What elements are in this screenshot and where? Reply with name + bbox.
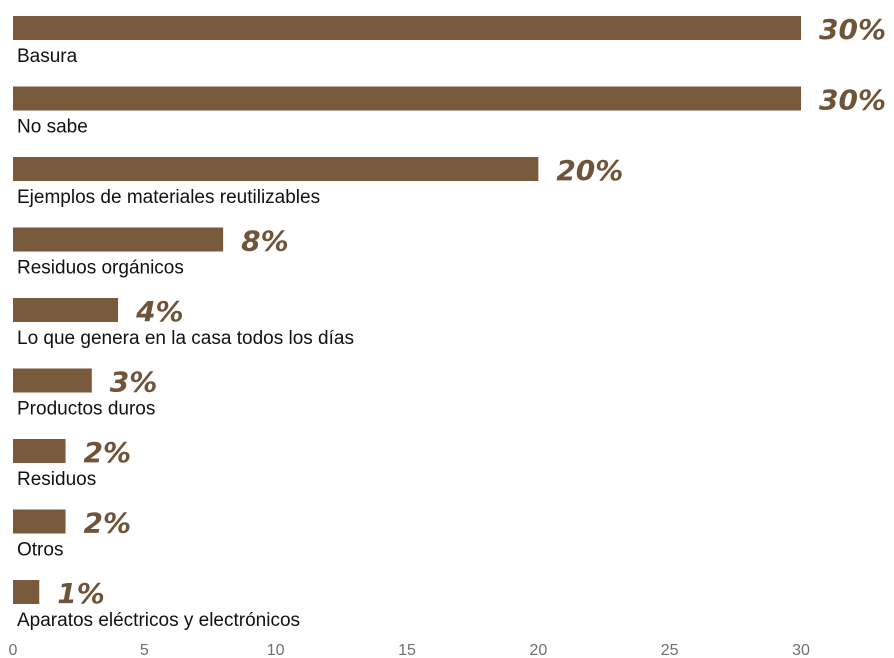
category-label: Productos duros xyxy=(17,399,155,420)
x-tick-label: 0 xyxy=(9,642,18,658)
bar xyxy=(13,157,539,181)
data-label: 2% xyxy=(84,507,132,540)
bar xyxy=(13,509,66,534)
bar xyxy=(13,227,224,252)
bar xyxy=(13,368,92,393)
x-tick-label: 30 xyxy=(792,642,810,658)
x-tick-label: 25 xyxy=(661,642,679,658)
category-label: Lo que genera en la casa todos los días xyxy=(17,328,354,349)
category-label: Residuos xyxy=(17,469,96,490)
data-label: 30% xyxy=(819,84,886,117)
labels-layer: 30% Basura 30% No sabe 20% Ejemplos de materi… xyxy=(17,13,886,631)
bar xyxy=(13,298,119,322)
data-label: 20% xyxy=(556,154,623,187)
data-label: 3% xyxy=(110,366,158,399)
data-label: 1% xyxy=(57,577,105,610)
bar xyxy=(13,439,66,463)
data-label: 2% xyxy=(84,436,132,469)
category-label: Basura xyxy=(17,46,78,67)
category-label: No sabe xyxy=(17,117,88,138)
bar xyxy=(13,16,801,40)
bar xyxy=(13,86,801,111)
data-label: 4% xyxy=(135,295,184,328)
data-label: 30% xyxy=(819,13,886,46)
category-label: Aparatos eléctricos y electrónicos xyxy=(17,610,300,631)
data-label: 8% xyxy=(241,225,289,258)
x-tick-label: 20 xyxy=(529,642,547,658)
bars-layer xyxy=(13,16,801,604)
category-label: Ejemplos de materiales reutilizables xyxy=(17,187,320,208)
x-tick-label: 5 xyxy=(140,642,149,658)
category-label: Residuos orgánicos xyxy=(17,258,184,279)
x-tick-label: 15 xyxy=(398,642,416,658)
category-label: Otros xyxy=(17,540,63,561)
bar xyxy=(13,580,40,604)
x-axis: 0 5 10 15 20 25 30 xyxy=(9,642,810,658)
x-tick-label: 10 xyxy=(267,642,285,658)
